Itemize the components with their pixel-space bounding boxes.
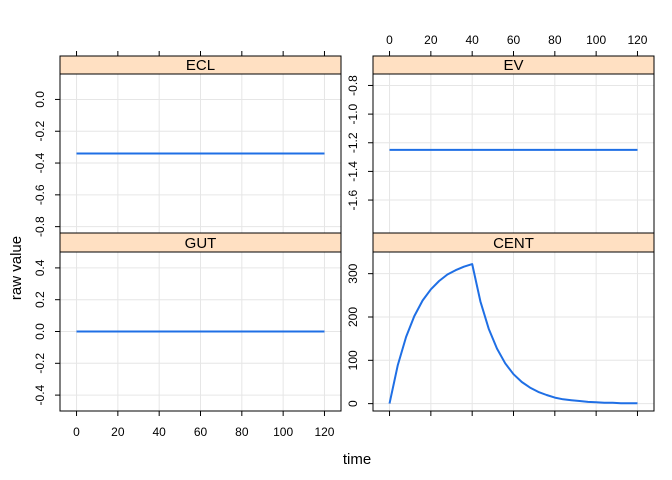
panels-layer: ECL -0.8 -0.6 -0.4 -0.2 0.0 EV -1.6 -1.4 -1.2 -1.0… — [33, 55, 655, 412]
y-tick-label: -0.4 — [33, 152, 47, 173]
x-tick-label-bottom: 20 — [111, 425, 125, 439]
x-tick-label-bottom: 120 — [314, 425, 334, 439]
y-tick-label: -0.8 — [346, 75, 360, 96]
y-tick-label: 0.0 — [33, 91, 47, 108]
x-tick-label-top: 20 — [424, 33, 438, 47]
x-tick-label-top: 80 — [548, 33, 562, 47]
x-axis-title: time — [343, 451, 371, 468]
y-tick-label: 0.2 — [33, 291, 47, 308]
x-tick-label-bottom: 0 — [73, 425, 80, 439]
y-axis-title: raw value — [8, 236, 25, 300]
y-tick-label: 200 — [346, 307, 360, 327]
panel-gut: GUT -0.4 -0.2 0.0 0.2 0.4 — [33, 232, 342, 412]
y-tick-label: -0.2 — [33, 121, 47, 142]
y-tick-label: -0.2 — [33, 353, 47, 374]
y-tick-label: -1.4 — [346, 161, 360, 182]
y-tick-label: 0 — [346, 400, 360, 407]
y-tick-label: -1.6 — [346, 189, 360, 210]
y-tick-label: -0.4 — [33, 384, 47, 405]
y-tick-label: 100 — [346, 350, 360, 370]
outer-axes: 0 0 20 20 40 40 60 60 80 80 100 100 120 120 — [73, 33, 648, 439]
strip-gut — [59, 232, 342, 253]
strip-label-cent: CENT — [493, 235, 534, 252]
series-line-cent — [388, 263, 638, 405]
y-tick-label: -1.0 — [346, 103, 360, 124]
x-tick-label-top: 60 — [507, 33, 521, 47]
x-tick-label-top: 100 — [586, 33, 606, 47]
panel-cent: CENT 0 100 200 300 — [346, 232, 655, 412]
y-tick-label: -1.2 — [346, 132, 360, 153]
x-tick-label-top: 40 — [465, 33, 479, 47]
x-tick-label-bottom: 100 — [273, 425, 293, 439]
x-tick-label-bottom: 60 — [194, 425, 208, 439]
strip-label-ecl: ECL — [186, 57, 215, 74]
y-tick-label: -0.6 — [33, 184, 47, 205]
x-tick-label-top: 120 — [627, 33, 647, 47]
y-tick-label: 0.4 — [33, 259, 47, 276]
panel-ev: EV -1.6 -1.4 -1.2 -1.0 -0.8 — [346, 55, 655, 234]
panel-ecl: ECL -0.8 -0.6 -0.4 -0.2 0.0 — [33, 55, 342, 237]
y-tick-label: 0.0 — [33, 323, 47, 340]
strip-label-ev: EV — [503, 57, 523, 74]
x-tick-label-top: 0 — [386, 33, 393, 47]
strip-cent — [372, 232, 655, 253]
x-tick-label-bottom: 40 — [152, 425, 166, 439]
strip-label-gut: GUT — [185, 235, 217, 252]
y-tick-label: 300 — [346, 263, 360, 283]
y-tick-label: -0.8 — [33, 216, 47, 237]
x-tick-label-bottom: 80 — [235, 425, 249, 439]
